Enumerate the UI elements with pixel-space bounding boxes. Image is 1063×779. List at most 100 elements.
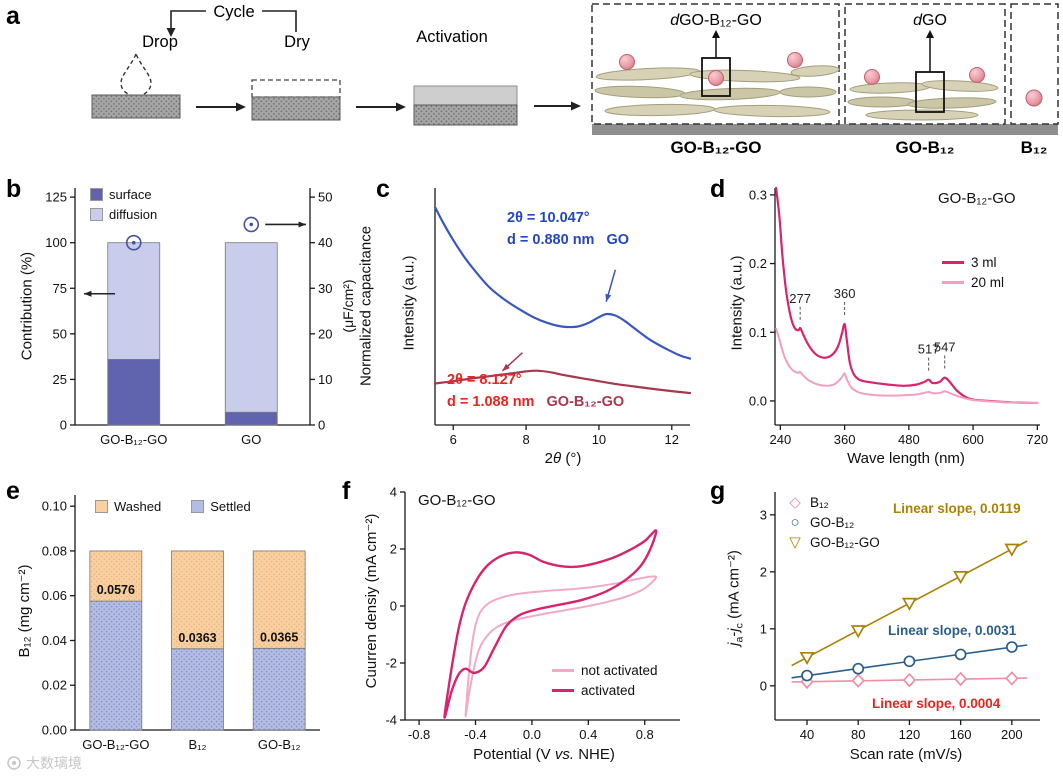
svg-text:600: 600 xyxy=(962,432,984,447)
slope-annotation-go-b12: Linear slope, 0.0031 xyxy=(888,623,1017,638)
svg-text:10: 10 xyxy=(592,432,606,447)
svg-text:0.8: 0.8 xyxy=(636,727,654,742)
surface-swatch-icon xyxy=(90,187,103,201)
svg-text:GO: GO xyxy=(241,432,261,447)
d-name: GO xyxy=(922,12,947,29)
chart-d-ylabel: Intensity (a.u.) xyxy=(728,255,746,351)
svg-text:0.0365: 0.0365 xyxy=(260,630,298,644)
svg-text:GO-B₁₂-GO: GO-B₁₂-GO xyxy=(82,737,149,752)
legend-item-20ml: 20 ml xyxy=(942,272,1004,292)
chart-f-ylabel: Cuurren densiy (mA cm⁻²) xyxy=(363,513,380,689)
line-swatch-icon xyxy=(552,688,574,692)
chart-c-xlabel: 2θ (°) xyxy=(545,450,582,467)
sub-c: c xyxy=(733,623,746,629)
line-swatch-icon xyxy=(552,668,574,672)
dried-film-outline xyxy=(251,79,341,98)
legend-item-3ml: 3 ml xyxy=(942,252,1004,272)
activation-step-label: Activation xyxy=(416,28,488,46)
svg-text:75: 75 xyxy=(53,281,67,296)
line-swatch-icon xyxy=(942,260,964,264)
legend-label: GO-B₁₂ xyxy=(810,514,855,530)
triangle-marker-icon: ▽ xyxy=(789,534,801,551)
svg-text:B₁₂: B₁₂ xyxy=(188,737,206,752)
chart-b-y2label-units: (μF/cm²) xyxy=(340,279,356,333)
legend-item-diffusion: diffusion xyxy=(90,204,157,224)
activated-film xyxy=(413,85,518,106)
svg-text:0.4: 0.4 xyxy=(579,727,597,742)
svg-text:0.1: 0.1 xyxy=(749,325,767,340)
dry-step-label: Dry xyxy=(284,33,310,51)
d-spacing-label-1: dGO-B₁₂-GO xyxy=(670,12,762,29)
svg-text:-0.4: -0.4 xyxy=(464,727,486,742)
svg-text:0.02: 0.02 xyxy=(42,678,67,693)
svg-text:4: 4 xyxy=(390,485,397,500)
legend-item-activated: activated xyxy=(552,680,658,700)
legend-item-b12: ◇ B₁₂ xyxy=(786,492,880,512)
watermark-logo-icon xyxy=(7,756,21,770)
d-spacing-arrow-2-icon xyxy=(926,30,934,72)
process-schematic: Cycle Drop Dry Activation xyxy=(91,2,1059,157)
annotation-line1: 2θ = 10.047° xyxy=(507,210,590,226)
legend-item-go-b12-go: ▽ GO-B₁₂-GO xyxy=(786,532,880,552)
svg-text:50: 50 xyxy=(318,190,332,205)
svg-text:547: 547 xyxy=(934,340,956,355)
electrode-base xyxy=(592,124,1058,135)
b12-sphere-icon xyxy=(619,54,635,70)
svg-text:0.0: 0.0 xyxy=(523,727,541,742)
d-italic: d xyxy=(913,12,923,29)
svg-text:40: 40 xyxy=(800,727,814,742)
legend-label: GO-B₁₂-GO xyxy=(810,534,880,550)
b12-dashed-box xyxy=(1010,3,1059,125)
chart-e-legend: Washed Settled xyxy=(95,496,251,516)
line-swatch-icon xyxy=(942,280,964,284)
box2-bottom-label: GO-B₁₂ xyxy=(896,138,955,157)
xrd-annotation-go-b12-go: 2θ = 8.127° d = 1.088 nm GO-B₁₂-GO xyxy=(447,369,624,414)
svg-text:0.2: 0.2 xyxy=(749,256,767,271)
panel-letter-d: d xyxy=(710,175,726,203)
svg-text:50: 50 xyxy=(53,326,67,341)
chart-f-xlabel: Potential (V vs. NHE) xyxy=(473,746,615,763)
svg-text:120: 120 xyxy=(899,727,921,742)
svg-text:30: 30 xyxy=(318,281,332,296)
b12-sphere-icon xyxy=(708,70,724,86)
droplet-icon xyxy=(120,52,152,97)
svg-text:200: 200 xyxy=(1001,727,1023,742)
diamond-marker-icon: ◇ xyxy=(789,494,801,511)
step-arrow-3-icon xyxy=(534,101,581,111)
legend-label: diffusion xyxy=(109,206,158,222)
theta-symbol: θ xyxy=(553,450,562,467)
legend-item-go-b12: ○ GO-B₁₂ xyxy=(786,512,880,532)
diffusion-swatch-icon xyxy=(90,207,103,221)
svg-text:0: 0 xyxy=(760,678,767,693)
d-italic: d xyxy=(670,12,680,29)
annotation-line2: d = 0.880 nm GO xyxy=(507,229,629,251)
d-name: GO-B₁₂-GO xyxy=(679,12,762,29)
xrd-annotation-go: 2θ = 10.047° d = 0.880 nm GO xyxy=(507,207,629,252)
b12-sphere-icon xyxy=(969,67,985,83)
svg-text:25: 25 xyxy=(53,372,67,387)
svg-text:480: 480 xyxy=(898,432,920,447)
svg-text:2: 2 xyxy=(390,542,397,557)
legend-label: B₁₂ xyxy=(810,494,829,510)
legend-label: activated xyxy=(581,682,636,698)
legend-item-settled: Settled xyxy=(191,496,251,516)
chart-e-b12-loading: 0.00 0.02 0.04 0.06 0.08 0.10 GO-B₁₂-GO B₁₂ GO-B… xyxy=(42,495,320,752)
j-symbol: j xyxy=(725,628,743,632)
drop-step-label: Drop xyxy=(142,33,178,51)
go-flakes-2 xyxy=(847,80,999,121)
chart-d-xlabel: Wave length (nm) xyxy=(847,450,965,467)
svg-text:100: 100 xyxy=(45,235,67,250)
cycle-label: Cycle xyxy=(213,3,254,21)
svg-text:3: 3 xyxy=(760,507,767,522)
legend-item-surface: surface xyxy=(90,184,157,204)
svg-text:40: 40 xyxy=(318,235,332,250)
chart-f-title: GO-B₁₂-GO xyxy=(418,492,496,509)
svg-text:0.00: 0.00 xyxy=(42,723,67,738)
series-name: GO xyxy=(606,232,630,249)
box1-bottom-label: GO-B₁₂-GO xyxy=(670,138,761,157)
box3-bottom-label: B₁₂ xyxy=(1021,138,1048,157)
panel-letter-g: g xyxy=(710,477,726,505)
chart-b-legend: surface diffusion xyxy=(90,184,157,224)
